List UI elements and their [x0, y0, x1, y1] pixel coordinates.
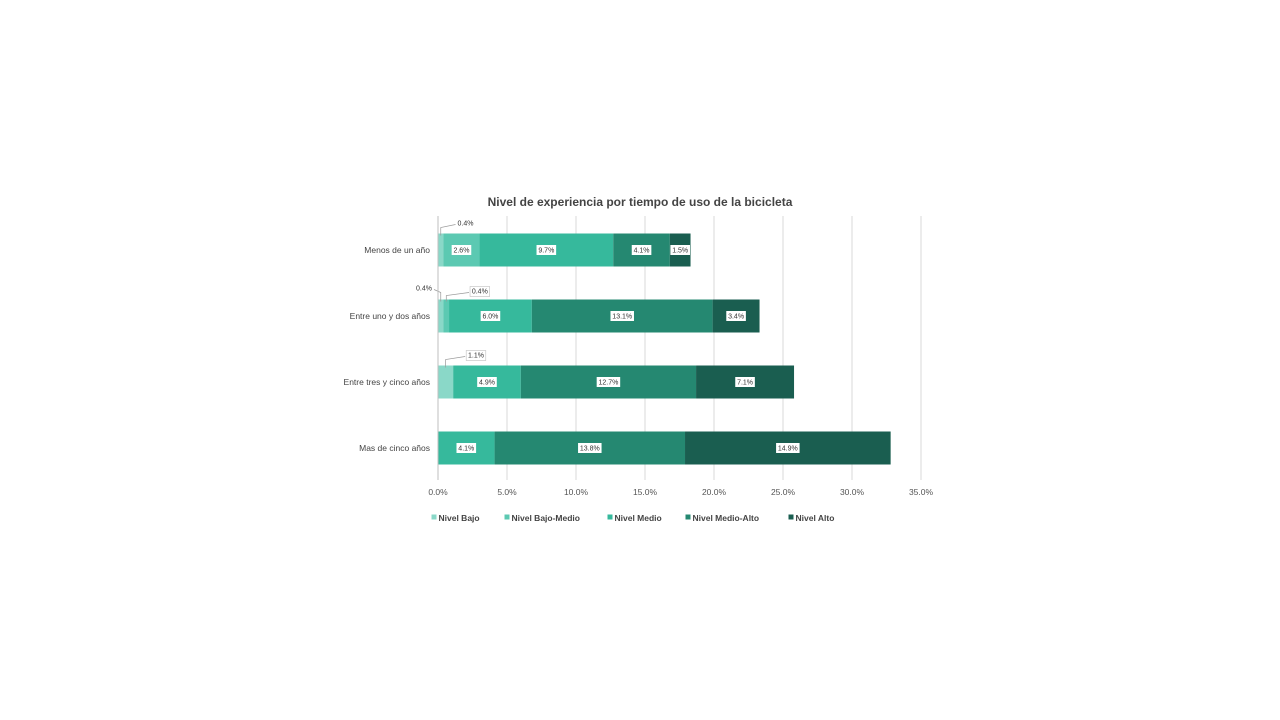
x-tick-label: 10.0% — [564, 487, 589, 497]
data-label-box — [670, 245, 690, 255]
data-label: 4.9% — [479, 380, 495, 387]
callout-leader — [445, 292, 470, 302]
legend-swatch — [788, 514, 794, 520]
category-label: Entre uno y dos años — [350, 311, 430, 321]
legend-swatch — [685, 514, 691, 520]
bar-segment — [443, 299, 450, 333]
data-label: 9.7% — [538, 248, 554, 255]
callout-leader — [433, 289, 442, 302]
data-label: 14.9% — [778, 446, 798, 453]
legend-label: Nivel Medio — [615, 513, 662, 523]
data-label-box — [735, 377, 755, 387]
bar-segment — [438, 299, 444, 333]
data-label: 6.0% — [482, 314, 498, 321]
data-label: 4.1% — [634, 248, 650, 255]
data-label-box — [477, 377, 497, 387]
legend: Nivel Bajo Nivel Bajo-Medio Nivel Medio Niv… — [431, 513, 835, 523]
x-tick-label: 30.0% — [840, 487, 865, 497]
data-label-box — [536, 245, 557, 255]
data-label: 13.8% — [580, 446, 600, 453]
category-label: Mas de cinco años — [359, 443, 430, 453]
category-label: Menos de un año — [364, 245, 430, 255]
data-label: 12.7% — [599, 380, 619, 387]
data-label: 1.1% — [468, 353, 484, 360]
legend-swatch — [607, 514, 613, 520]
x-tick-label: 15.0% — [633, 487, 658, 497]
data-label: 2.6% — [453, 248, 469, 255]
data-label-box — [596, 377, 621, 387]
legend-label: Nivel Bajo-Medio — [512, 513, 580, 523]
data-label-box — [776, 443, 800, 453]
data-label-box — [726, 311, 746, 321]
x-tick-label: 35.0% — [909, 487, 934, 497]
data-label: 7.1% — [737, 380, 753, 387]
data-label-box — [480, 311, 501, 321]
x-tick-label: 20.0% — [702, 487, 727, 497]
data-labels: 0.4% 2.6% 9.7% 4.1% 1.5% 0.4% 0.4% 6.0% 13.1% 3.4… — [416, 221, 800, 453]
data-label: 0.4% — [416, 286, 432, 293]
data-label-box — [451, 245, 472, 255]
legend-label: Nivel Alto — [796, 513, 835, 523]
legend-swatch — [504, 514, 510, 520]
data-label-box — [578, 443, 602, 453]
bars — [438, 233, 891, 465]
legend-swatch — [431, 514, 437, 520]
callout-box — [469, 286, 490, 297]
data-label: 0.4% — [458, 221, 474, 228]
data-label-box — [456, 443, 477, 453]
x-tick-label: 0.0% — [428, 487, 448, 497]
callout-leader — [445, 356, 466, 368]
data-label: 13.1% — [612, 314, 632, 321]
chart-title: Nivel de experiencia por tiempo de uso d… — [488, 195, 793, 209]
data-label: 4.1% — [458, 446, 474, 453]
x-tick-label: 25.0% — [771, 487, 796, 497]
legend-label: Nivel Medio-Alto — [693, 513, 760, 523]
data-label-box — [610, 311, 634, 321]
bar-segment — [438, 233, 444, 267]
bar-segment — [438, 365, 454, 399]
data-label: 3.4% — [728, 314, 744, 321]
callout-box — [465, 350, 487, 361]
data-label: 0.4% — [472, 289, 488, 296]
data-label-box — [631, 245, 652, 255]
axes: 0.0% 5.0% 10.0% 15.0% 20.0% 25.0% 30.0% 35.0% Me… — [344, 216, 934, 497]
category-label: Entre tres y cinco años — [344, 377, 430, 387]
data-label: 1.5% — [672, 248, 688, 255]
callout-leader — [440, 224, 456, 236]
x-tick-label: 5.0% — [497, 487, 517, 497]
legend-label: Nivel Bajo — [439, 513, 480, 523]
